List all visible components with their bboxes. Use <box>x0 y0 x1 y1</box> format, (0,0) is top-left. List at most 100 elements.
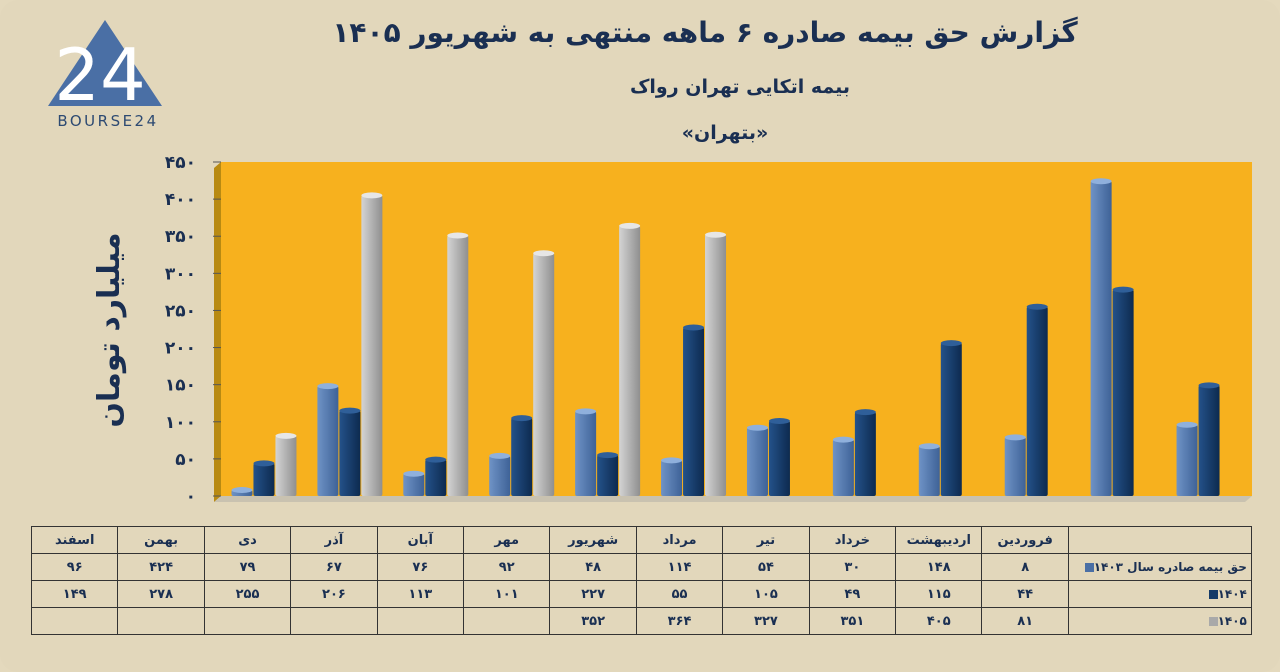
table-cell: دی <box>203 526 292 554</box>
y-tick-label: ۴۵۰ <box>165 153 196 173</box>
table-cell: بهمن <box>117 526 205 554</box>
table-cell: ۱۴۹ <box>30 580 119 608</box>
logo-triangle <box>48 20 162 106</box>
bar-top-2-5 <box>705 231 727 238</box>
bar-0-11 <box>1176 424 1198 496</box>
table-cell: ۱۰۵ <box>722 580 810 608</box>
bar-top-2-3 <box>533 250 555 257</box>
page-title: گزارش حق بیمه صادره ۶ ماهه منتهی به شهری… <box>332 16 1078 49</box>
table-cell <box>203 607 292 635</box>
bar-1-8 <box>940 343 962 496</box>
bar-top-0-8 <box>918 443 940 450</box>
table-cell: ۲۷۸ <box>117 580 205 608</box>
table-cell <box>30 607 119 635</box>
table-cell: ۲۵۵ <box>203 580 292 608</box>
table-cell: تیر <box>722 526 810 554</box>
bar-0-1 <box>317 386 339 496</box>
table-cell: مهر <box>463 526 551 554</box>
table-cell: ۹۶ <box>30 553 119 581</box>
bar-0-8 <box>918 446 940 496</box>
table-cell: آبان <box>376 526 465 554</box>
legend-swatch <box>1084 563 1094 572</box>
table-cell: ۳۲۷ <box>722 607 810 635</box>
table-cell: آذر <box>290 526 378 554</box>
data-table: اسفند بهمن دی آذر آبان مهر شهریور مرداد تیر خرداد… <box>30 526 1252 635</box>
table-cell: ۴۰۵ <box>895 607 983 635</box>
table-cell: مرداد <box>635 526 724 554</box>
bar-top-1-7 <box>854 409 876 416</box>
table-cell <box>117 607 205 635</box>
bar-top-2-2 <box>447 232 469 239</box>
table-cell: اسفند <box>30 526 119 554</box>
y-tick-label: ۴۰۰ <box>165 190 196 210</box>
bar-top-1-0 <box>253 460 275 467</box>
bar-2-0 <box>275 435 297 496</box>
bar-top-1-1 <box>339 407 361 414</box>
table-cell: ۷۹ <box>203 553 292 581</box>
legend-swatch <box>1208 590 1218 599</box>
bar-1-11 <box>1198 385 1220 496</box>
y-tick-label: ۲۵۰ <box>165 301 196 321</box>
bar-0-2 <box>403 473 425 496</box>
bar-2-1 <box>361 195 383 496</box>
bar-0-6 <box>746 427 768 496</box>
table-cell: خرداد <box>808 526 897 554</box>
table-cell <box>463 607 551 635</box>
bar-top-2-0 <box>275 432 297 439</box>
bar-top-1-3 <box>511 415 533 422</box>
bar-top-1-5 <box>683 324 705 331</box>
company-name: بیمه اتکایی تهران رواک <box>629 76 851 98</box>
bar-top-1-9 <box>1026 303 1048 310</box>
plot-area <box>221 162 1252 496</box>
table-cell: ۱۱۵ <box>895 580 983 608</box>
table-cell <box>290 607 378 635</box>
category-row: اسفند بهمن دی آذر آبان مهر شهریور مرداد تیر خرداد… <box>30 526 1252 554</box>
bar-2-4 <box>619 225 641 496</box>
y-tick-label: ۱۰۰ <box>165 413 196 433</box>
bar-1-0 <box>253 463 275 496</box>
bar-0-7 <box>832 439 854 496</box>
bar-0-5 <box>661 460 683 496</box>
table-cell: ۷۶ <box>376 553 465 581</box>
y-tick-label: ۲۰۰ <box>165 339 196 359</box>
series-label: حق بیمه صادره سال ۱۴۰۳ <box>1067 553 1252 581</box>
table-cell: ۴۸ <box>549 553 637 581</box>
table-cell: ۱۴۸ <box>895 553 983 581</box>
table-cell: ۱۱۴ <box>635 553 724 581</box>
table-cell: ۲۲۷ <box>549 580 637 608</box>
table-cell: اردیبهشت <box>895 526 983 554</box>
bar-top-0-3 <box>489 452 511 459</box>
legend-swatch <box>1208 617 1218 626</box>
bar-top-1-11 <box>1198 382 1220 389</box>
table-cell: شهریور <box>549 526 637 554</box>
y-tick-label: ۵۰ <box>175 450 196 470</box>
bar-2-5 <box>705 234 727 496</box>
table-cell: ۶۷ <box>290 553 378 581</box>
table-cell <box>376 607 465 635</box>
y-tick-label: ۳۵۰ <box>165 227 196 247</box>
bar-1-1 <box>339 410 361 496</box>
bar-top-0-11 <box>1176 421 1198 428</box>
table-cell: ۳۶۴ <box>635 607 724 635</box>
table-cell: ۹۲ <box>463 553 551 581</box>
bar-1-9 <box>1026 306 1048 496</box>
bar-1-7 <box>854 412 876 496</box>
series-row: ۱۴۹ ۲۷۸ ۲۵۵ ۲۰۶ ۱۱۳ ۱۰۱ ۲۲۷ ۵۵ ۱۰۵ ۴۹ ۱۱۵ ۴۴ ۱۴۰۴ <box>30 580 1252 608</box>
bar-0-4 <box>575 411 597 496</box>
bar-top-1-6 <box>768 418 790 425</box>
bar-top-0-0 <box>231 487 253 494</box>
bar-2-3 <box>533 253 555 496</box>
y-tick-label: ۱۵۰ <box>165 376 196 396</box>
bar-top-0-7 <box>832 436 854 443</box>
y-tick-label: ۰ <box>186 487 196 507</box>
table-cell: ۸ <box>981 553 1069 581</box>
table-cell: ۴۲۴ <box>117 553 205 581</box>
table-cell: فروردین <box>981 526 1069 554</box>
table-cell: ۱۰۱ <box>463 580 551 608</box>
logo-number: 24 <box>54 33 146 117</box>
bar-top-2-4 <box>619 222 641 229</box>
bar-1-6 <box>768 421 790 496</box>
bar-top-0-1 <box>317 383 339 390</box>
table-cell: ۵۵ <box>635 580 724 608</box>
